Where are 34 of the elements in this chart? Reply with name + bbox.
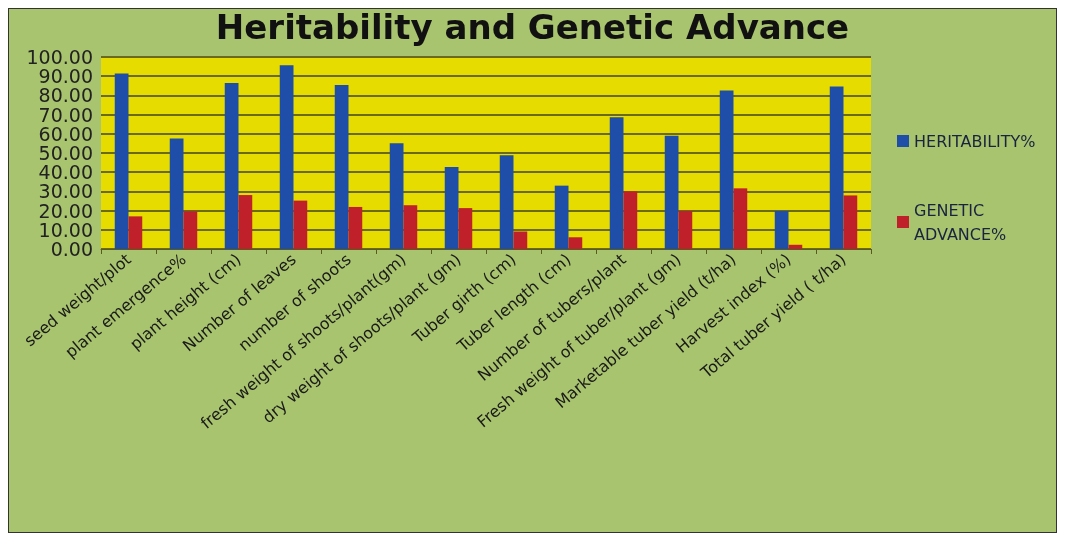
bar <box>774 210 789 249</box>
chart-title: Heritability and Genetic Advance <box>215 7 850 47</box>
bar <box>609 117 624 249</box>
bar <box>623 191 638 249</box>
y-tick-label: 0.00 <box>50 238 93 260</box>
bar <box>183 211 198 249</box>
bar <box>513 231 528 249</box>
y-tick-label: 100.00 <box>26 46 93 68</box>
bar <box>334 85 349 249</box>
bar <box>238 195 253 249</box>
bar <box>829 86 844 249</box>
legend-label: GENETIC ADVANCE% <box>914 200 1007 244</box>
bar <box>279 65 294 249</box>
bar <box>293 200 308 249</box>
bar <box>128 216 143 249</box>
bar <box>444 167 459 249</box>
legend-label: HERITABILITY% <box>914 131 1036 151</box>
bar <box>733 188 748 249</box>
bar <box>403 205 418 249</box>
bar <box>114 73 129 249</box>
bar <box>224 82 239 249</box>
bar <box>678 210 693 249</box>
bar <box>843 195 858 249</box>
bar <box>348 206 363 249</box>
bar <box>389 143 404 249</box>
bar <box>568 237 583 249</box>
bar <box>788 244 803 249</box>
bar <box>719 90 734 249</box>
bar <box>554 185 569 249</box>
bar <box>458 208 473 249</box>
bar <box>169 138 184 249</box>
bar <box>664 135 679 249</box>
y-tick-label: 50.00 <box>38 142 93 164</box>
bar <box>499 155 514 249</box>
